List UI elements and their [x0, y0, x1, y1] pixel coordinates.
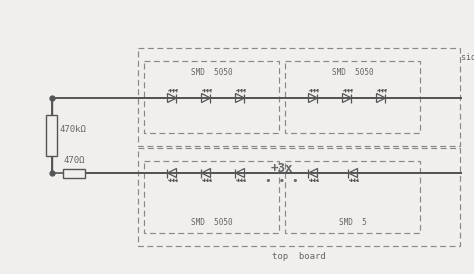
Text: SMD  5: SMD 5: [338, 218, 366, 227]
Text: SMD  5050: SMD 5050: [332, 68, 374, 77]
Text: side bo: side bo: [461, 53, 474, 62]
Text: top  board: top board: [272, 252, 326, 261]
Text: SMD  5050: SMD 5050: [191, 68, 232, 77]
Text: +3x: +3x: [271, 161, 293, 175]
Text: SMD  5050: SMD 5050: [191, 218, 232, 227]
Text: 470Ω: 470Ω: [63, 156, 85, 165]
Text: • • •: • • •: [265, 176, 299, 186]
Bar: [46, 115, 57, 156]
Text: 470kΩ: 470kΩ: [60, 125, 87, 134]
Bar: [63, 169, 85, 178]
